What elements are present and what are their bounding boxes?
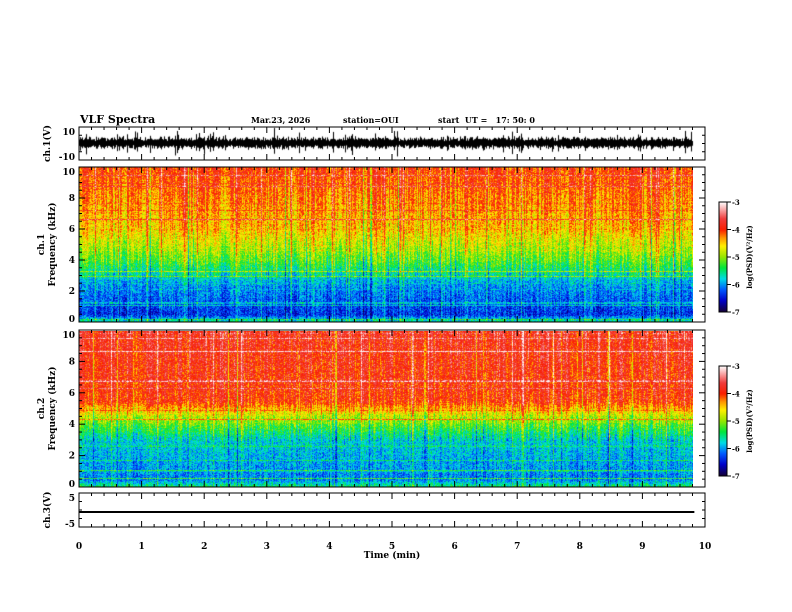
- ch3-waveform-y-tick-label: 5: [69, 494, 75, 504]
- ch1-spectrogram-canvas: [79, 167, 693, 322]
- colorbar-label: log(PSD)(V²/Hz): [745, 389, 754, 453]
- ch2-spectrogram-canvas: [79, 331, 693, 487]
- ch2-spectrogram-y-tick-label: 6: [69, 389, 75, 399]
- ch1-spectrogram-y-axis-label: Frequency (kHz): [47, 202, 58, 286]
- ch1-spectrogram-y-tick-label: 10: [62, 168, 75, 178]
- station-label: station=OUI: [343, 115, 399, 125]
- ch1-waveform-y-axis-label: ch.1(V): [42, 125, 53, 162]
- ch3-waveform-y-axis-label: ch.3(V): [42, 492, 53, 529]
- colorbar-tick-label: -3: [732, 362, 740, 371]
- colorbar-tick-label: -3: [732, 198, 740, 207]
- ch1-waveform-y-tick-label: 10: [62, 128, 75, 138]
- ch2-spectrogram-y-tick-label: 4: [69, 420, 75, 430]
- start-time-label: start UT = 17: 50: 0: [438, 115, 535, 125]
- colorbar-tick-label: -4: [732, 390, 740, 399]
- x-tick-label: 9: [639, 542, 645, 552]
- ch1-colorbar: [719, 202, 727, 312]
- x-tick-label: 1: [138, 542, 144, 552]
- colorbar-tick-label: -5: [732, 253, 740, 262]
- ch1-spectrogram-y-tick-label: 8: [69, 194, 75, 204]
- x-tick-label: 5: [389, 542, 395, 552]
- x-tick-label: 8: [577, 542, 583, 552]
- ch1-spectrogram-y-tick-label: 6: [69, 225, 75, 235]
- colorbar-frame: [718, 201, 728, 313]
- ch2-spectrogram-y-axis-label: Frequency (kHz): [47, 366, 58, 450]
- ch2-spectrogram-frame: [78, 329, 706, 488]
- ch2-spectrogram-y-tick-label: 8: [69, 357, 75, 367]
- ch2-spectrogram-y-tick-label: 2: [69, 452, 75, 462]
- ch3-waveform-y-tick-label: -5: [65, 520, 75, 530]
- date-label: Mar.23, 2026: [251, 115, 311, 125]
- ch1-spectrogram-y-tick-label: 4: [69, 256, 75, 266]
- x-tick-label: 4: [326, 542, 332, 552]
- colorbar-tick-label: -6: [732, 281, 740, 290]
- colorbar-tick-label: -7: [732, 472, 740, 481]
- ch1-spectrogram-y-axis-label: ch.1: [37, 234, 47, 255]
- x-tick-label: 0: [76, 542, 82, 552]
- x-tick-label: 10: [699, 542, 712, 552]
- ch2-colorbar: [719, 366, 727, 476]
- colorbar-tick-label: -4: [732, 226, 740, 235]
- ch2-spectrogram-y-tick-label: 10: [62, 331, 75, 341]
- ch2-spectrogram-y-axis-label: ch.2: [37, 398, 47, 419]
- x-tick-label: 2: [201, 542, 207, 552]
- colorbar-tick-label: -5: [732, 417, 740, 426]
- figure-title: VLF Spectra: [79, 113, 155, 126]
- x-tick-label: 6: [451, 542, 457, 552]
- x-axis-label: Time (min): [364, 550, 421, 561]
- colorbar-label: log(PSD)(V²/Hz): [745, 225, 754, 289]
- ch2-spectrogram-y-tick-label: 0: [69, 480, 75, 490]
- x-tick-label: 7: [514, 542, 520, 552]
- ch1-spectrogram-y-tick-label: 2: [69, 287, 75, 297]
- x-tick-label: 3: [264, 542, 270, 552]
- ch1-spectrogram-frame: [78, 166, 706, 323]
- ch1-spectrogram-y-tick-label: 0: [69, 315, 75, 325]
- colorbar-tick-label: -7: [732, 308, 740, 317]
- ch1-waveform-y-tick-label: -10: [59, 153, 75, 163]
- colorbar-tick-label: -6: [732, 445, 740, 454]
- colorbar-frame: [718, 365, 728, 477]
